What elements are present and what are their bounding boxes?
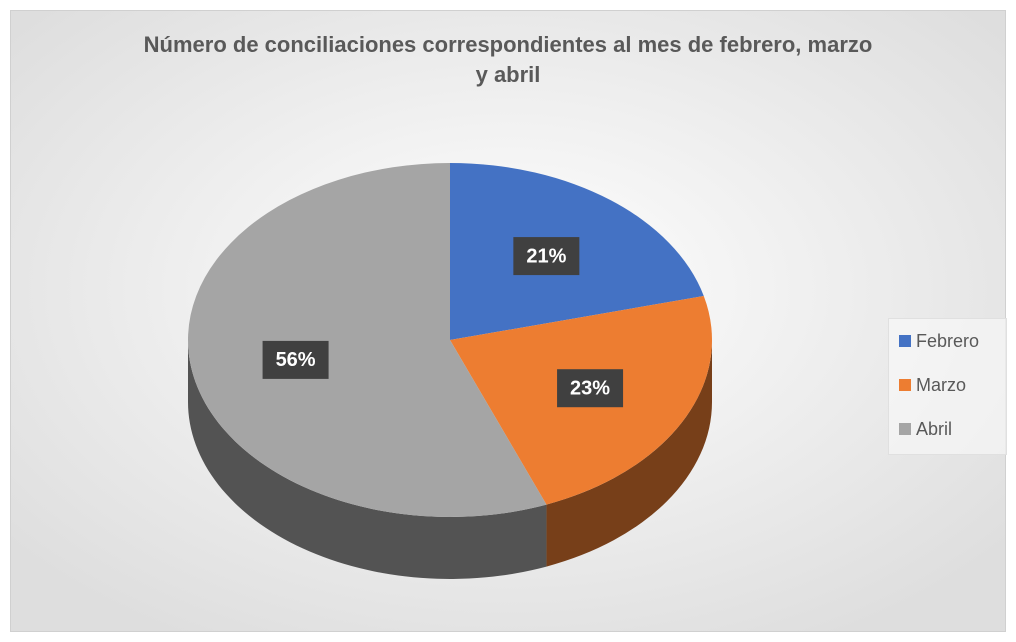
pie-side [546, 340, 712, 567]
chart-title: Número de conciliaciones correspondiente… [143, 32, 873, 87]
pie-side [188, 340, 547, 580]
data-label: 21% [526, 245, 566, 267]
data-label-box [557, 369, 624, 408]
data-label: 56% [276, 349, 316, 371]
legend-label: Febrero [916, 331, 979, 351]
data-label-box [262, 340, 329, 379]
data-label-box [513, 237, 580, 276]
data-label: 23% [570, 377, 610, 399]
pie-slice [187, 163, 547, 517]
legend-swatch [899, 335, 911, 347]
legend-label: Marzo [916, 375, 966, 395]
legend-swatch [899, 379, 911, 391]
legend-swatch [899, 423, 911, 435]
legend-label: Abril [916, 419, 952, 439]
